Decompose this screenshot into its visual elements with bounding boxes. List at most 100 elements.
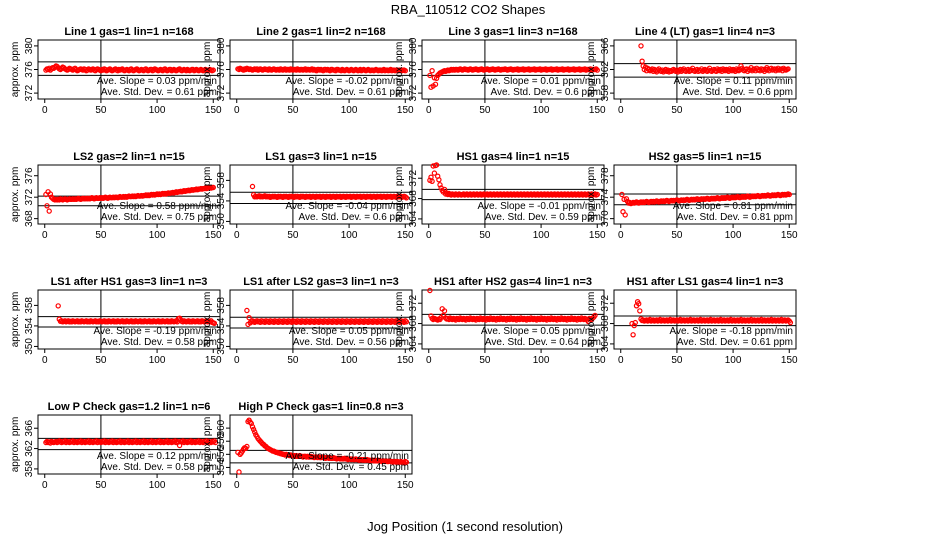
slope-annotation: Ave. Slope = 0.12 ppm/min bbox=[97, 451, 217, 462]
data-point bbox=[427, 287, 433, 294]
data-point bbox=[785, 66, 791, 72]
plot-frame bbox=[37, 164, 221, 225]
panels-grid: Line 1 gas=1 lin=1 n=168 0 50 100 150 372 376 3… bbox=[10, 26, 798, 491]
y-tick-label: 350 bbox=[216, 338, 227, 355]
stddev-annotation: Ave. Std. Dev. = 0.61 ppm bbox=[293, 87, 409, 98]
data-point bbox=[244, 443, 250, 450]
x-tick-label: 100 bbox=[533, 355, 550, 366]
y-tick-label: 350 bbox=[216, 213, 227, 230]
panel-title: Line 2 gas=1 lin=2 n=168 bbox=[256, 26, 385, 38]
chart-panel: HS2 gas=5 lin=1 n=15 0 50 100 150 370 374 378ap… bbox=[586, 151, 798, 241]
stddev-annotation: Ave. Std. Dev. = 0.58 ppm bbox=[101, 337, 217, 348]
slope-annotation: Ave. Slope = 0.05 ppm/min bbox=[289, 326, 409, 337]
data-point bbox=[211, 320, 218, 326]
chart-panel: LS1 after LS2 gas=3 lin=1 n=30 50 100 15035… bbox=[202, 276, 414, 366]
data-point bbox=[44, 203, 50, 209]
panel-title: HS1 gas=4 lin=1 n=15 bbox=[457, 151, 570, 163]
y-tick-label: 362 bbox=[24, 440, 35, 457]
x-tick-label: 0 bbox=[618, 105, 624, 116]
panel-title: HS1 after HS2 gas=4 lin=1 n=3 bbox=[434, 276, 592, 288]
slope-annotation: Ave. Slope = -0.02 ppm/min bbox=[286, 76, 410, 87]
slope-annotation: Ave. Slope = 0.03 ppm/min bbox=[97, 76, 217, 87]
y-tick-label: 368 bbox=[24, 210, 35, 227]
slope-annotation: Ave. Slope = 0.58 ppm/min bbox=[97, 201, 217, 212]
x-tick-label: 100 bbox=[725, 230, 742, 241]
x-tick-label: 150 bbox=[397, 355, 414, 366]
x-tick-label: 50 bbox=[95, 480, 107, 491]
data-point bbox=[638, 43, 644, 49]
x-tick-label: 100 bbox=[341, 480, 358, 491]
x-tick-label: 100 bbox=[149, 230, 166, 241]
slope-annotation: Ave. Slope = -0.01 ppm/min bbox=[478, 201, 602, 212]
data-point bbox=[402, 194, 408, 200]
x-tick-label: 50 bbox=[287, 105, 299, 116]
x-tick-label: 0 bbox=[42, 105, 48, 116]
x-tick-label: 0 bbox=[234, 230, 240, 241]
figure-title: RBA_110512 CO2 Shapes bbox=[391, 2, 546, 17]
data-point bbox=[429, 178, 435, 184]
data-point bbox=[631, 322, 637, 329]
chart-panel: HS1 gas=4 lin=1 n=150 50 100 150364368372ap… bbox=[394, 151, 606, 241]
chart-panel: LS1 after HS1 gas=3 lin=1 n=3 0 50 100 150 35… bbox=[10, 276, 222, 366]
panel-title: HS2 gas=5 lin=1 n=15 bbox=[649, 151, 762, 163]
x-tick-label: 100 bbox=[341, 105, 358, 116]
data-point bbox=[436, 177, 442, 183]
plot-frame bbox=[37, 289, 221, 350]
y-tick-label: 358 bbox=[24, 460, 35, 477]
chart-panel: High P Check gas=1 lin=0.8 n=3 0 50 100 150 3… bbox=[202, 401, 414, 491]
data-point bbox=[433, 162, 440, 168]
y-tick-label: 354 bbox=[216, 192, 227, 209]
y-tick-label: 364 bbox=[600, 335, 611, 352]
x-tick-label: 50 bbox=[671, 230, 683, 241]
stddev-annotation: Ave. Std. Dev. = 0.56 ppm bbox=[293, 337, 409, 348]
slope-annotation: Ave. Slope = 0.05 ppm/min bbox=[481, 326, 601, 337]
chart-panel: Line 3 gas=1 lin=3 n=168 0 50 100 150 372 376 3… bbox=[394, 26, 606, 116]
slope-annotation: Ave. Slope = -0.04 ppm/min bbox=[286, 201, 410, 212]
plot-frame bbox=[421, 289, 605, 350]
x-tick-label: 150 bbox=[397, 480, 414, 491]
y-tick-label: 358 bbox=[216, 432, 227, 449]
chart-panel: Line 2 gas=1 lin=2 n=168 0 50 100 150 372 376 3… bbox=[202, 26, 414, 116]
data-point bbox=[431, 170, 438, 176]
data-point bbox=[636, 301, 642, 307]
y-tick-label: 380 bbox=[24, 37, 35, 54]
panel-title: LS2 gas=2 lin=1 n=15 bbox=[73, 151, 185, 163]
y-tick-label: 366 bbox=[600, 37, 611, 54]
data-point bbox=[581, 316, 587, 323]
data-point bbox=[787, 319, 794, 326]
x-tick-label: 50 bbox=[95, 105, 107, 116]
x-tick-label: 0 bbox=[42, 480, 48, 491]
panel-title: Low P Check gas=1.2 lin=1 n=6 bbox=[48, 401, 211, 413]
x-tick-label: 0 bbox=[234, 105, 240, 116]
plot-frame bbox=[421, 164, 605, 225]
panel-title: LS1 after HS1 gas=3 lin=1 n=3 bbox=[51, 276, 208, 288]
y-axis-label: approx. ppm bbox=[202, 292, 213, 348]
stddev-annotation: Ave. Std. Dev. = 0.61 ppm bbox=[101, 87, 217, 98]
y-tick-label: 358 bbox=[216, 297, 227, 314]
data-point bbox=[244, 307, 250, 314]
data-point bbox=[630, 332, 636, 338]
data-point bbox=[432, 81, 439, 88]
x-tick-label: 50 bbox=[479, 230, 491, 241]
data-point bbox=[212, 439, 219, 446]
y-axis-label: approx. ppm bbox=[202, 42, 213, 98]
data-point bbox=[722, 67, 728, 74]
x-tick-label: 0 bbox=[426, 355, 432, 366]
y-axis-label: approx. ppm bbox=[10, 292, 21, 348]
y-axis-label: approx. ppm bbox=[586, 292, 597, 348]
data-point bbox=[55, 303, 61, 309]
x-tick-label: 100 bbox=[149, 355, 166, 366]
plot-frame bbox=[229, 414, 413, 475]
panel-title: High P Check gas=1 lin=0.8 n=3 bbox=[238, 401, 403, 413]
x-tick-label: 50 bbox=[671, 355, 683, 366]
stddev-annotation: Ave. Std. Dev. = 0.6 ppm bbox=[682, 87, 793, 98]
x-tick-label: 150 bbox=[397, 230, 414, 241]
chart-panel: LS1 gas=3 lin=1 n=150 50 100 150350354358ap… bbox=[202, 151, 414, 241]
x-tick-label: 100 bbox=[149, 480, 166, 491]
y-tick-label: 370 bbox=[600, 210, 611, 227]
plot-frame bbox=[229, 289, 413, 350]
data-point bbox=[646, 66, 652, 73]
data-point bbox=[210, 67, 216, 73]
y-axis-label: approx. ppm bbox=[394, 42, 405, 98]
x-tick-label: 50 bbox=[671, 105, 683, 116]
